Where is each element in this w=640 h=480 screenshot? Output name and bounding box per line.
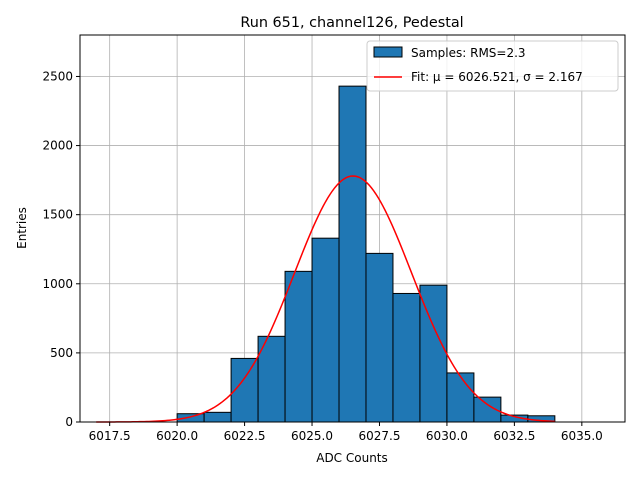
histogram-bar	[176, 413, 205, 423]
histogram-bar	[203, 411, 232, 423]
histogram-bar	[446, 372, 475, 423]
legend: Samples: RMS=2.3 Fit: μ = 6026.521, σ = …	[366, 40, 619, 92]
y-tick-label: 500	[50, 346, 73, 360]
fit-layer	[96, 175, 555, 423]
x-tick-label: 6020.0	[156, 429, 198, 443]
x-tick-label: 6022.5	[224, 429, 266, 443]
y-axis-label: Entries	[15, 207, 29, 249]
legend-label-fit: Fit: μ = 6026.521, σ = 2.167	[411, 70, 583, 84]
bars-layer	[176, 85, 556, 423]
x-tick-label: 6032.5	[493, 429, 535, 443]
histogram-bar	[365, 252, 394, 423]
histogram-bar	[311, 237, 340, 423]
y-tick-label: 1000	[42, 277, 73, 291]
legend-label-histogram: Samples: RMS=2.3	[411, 46, 526, 60]
gaussian-fit-line	[96, 175, 555, 423]
x-tick-label: 6035.0	[561, 429, 603, 443]
legend-box	[366, 40, 619, 92]
x-tick-label: 6025.0	[291, 429, 333, 443]
histogram-bar	[284, 270, 313, 423]
y-tick-label: 1500	[42, 208, 73, 222]
x-tick-label: 6017.5	[89, 429, 131, 443]
x-tick-label: 6030.0	[426, 429, 468, 443]
x-tick-label: 6027.5	[358, 429, 400, 443]
plot-frame	[79, 34, 626, 423]
y-tick-label: 2000	[42, 139, 73, 153]
y-tick-label: 2500	[42, 69, 73, 83]
histogram-bar	[392, 292, 421, 423]
x-axis-label: ADC Counts	[316, 451, 388, 465]
y-tick-label: 0	[65, 415, 73, 429]
chart-title: Run 651, channel126, Pedestal	[240, 15, 463, 31]
ticks-layer: 6017.5 6020.0 6022.5 6025.0 6027.5 6030.0 6032…	[42, 69, 602, 443]
histogram-bar	[338, 85, 367, 423]
legend-swatch-histogram	[373, 46, 403, 58]
histogram-bar	[419, 284, 448, 423]
